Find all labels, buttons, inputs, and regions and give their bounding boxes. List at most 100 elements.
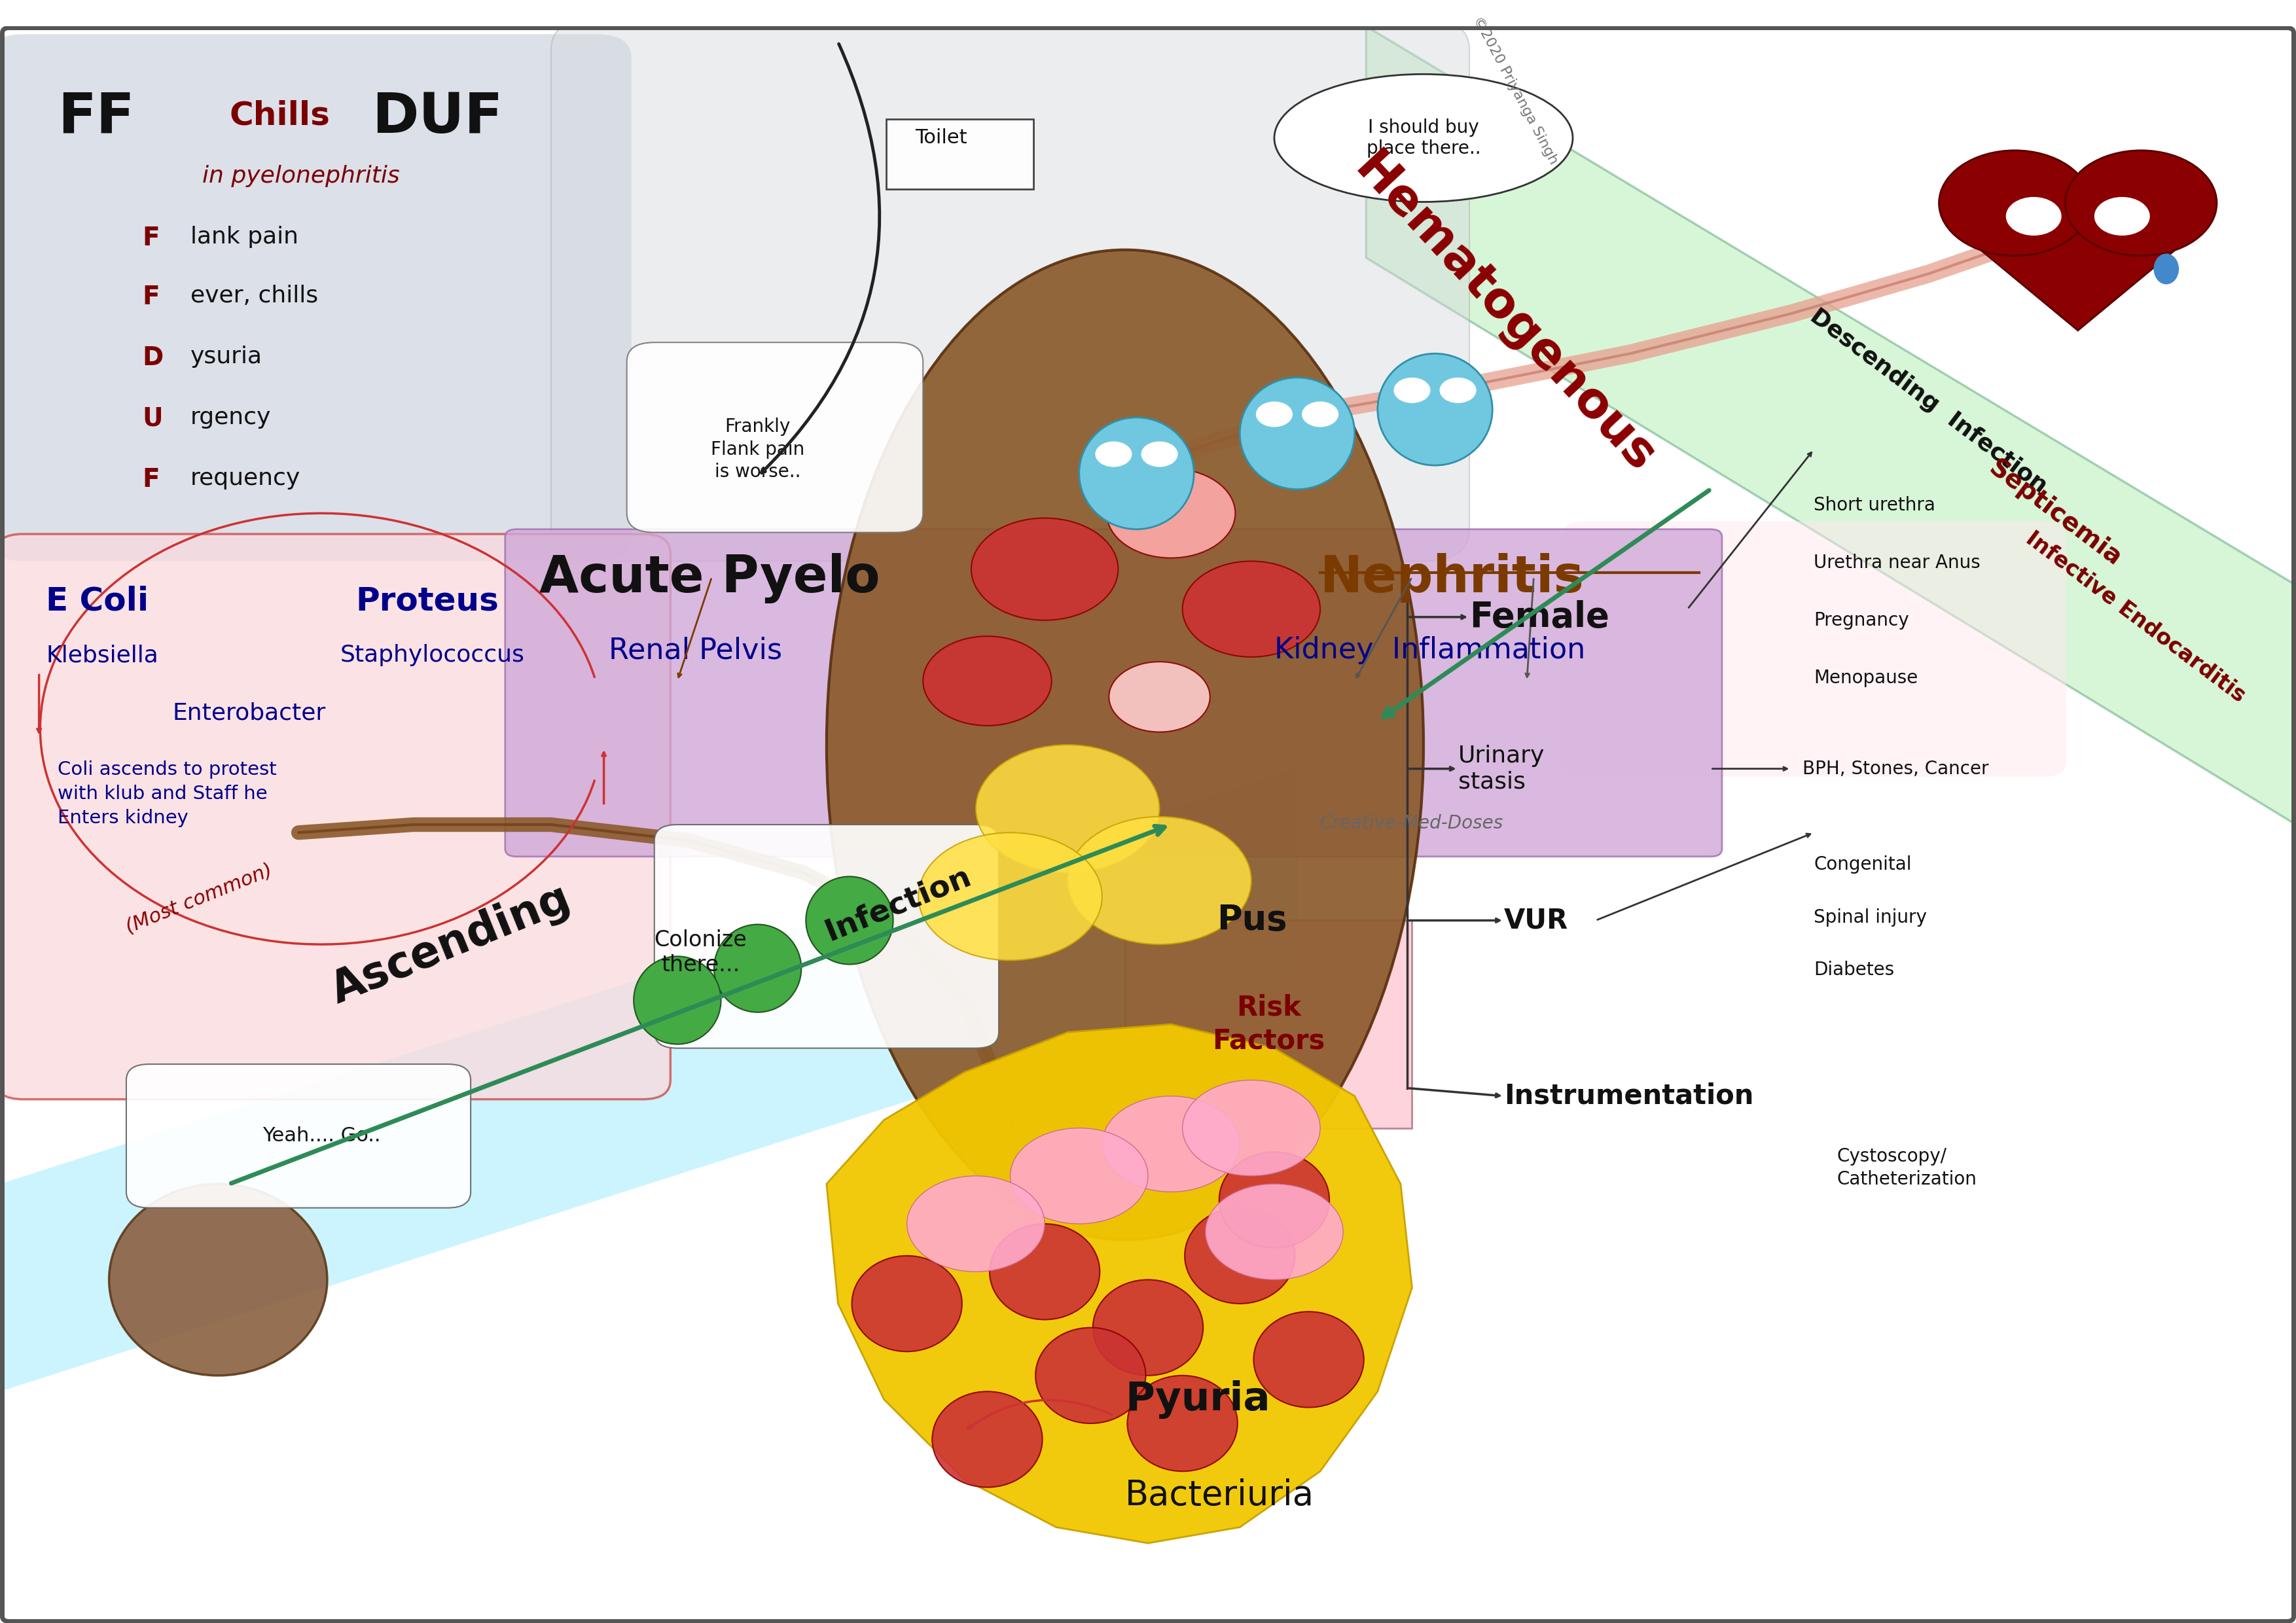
- Text: Diabetes: Diabetes: [1814, 961, 1894, 979]
- Text: Urethra near Anus: Urethra near Anus: [1814, 553, 1981, 571]
- Circle shape: [1256, 401, 1293, 427]
- Text: ever, chills: ever, chills: [191, 286, 319, 307]
- Text: Toilet: Toilet: [916, 128, 967, 148]
- FancyBboxPatch shape: [886, 118, 1033, 190]
- Circle shape: [1068, 816, 1251, 945]
- Text: Bacteriuria: Bacteriuria: [1125, 1479, 1313, 1513]
- Ellipse shape: [108, 1183, 326, 1376]
- Text: BPH, Stones, Cancer: BPH, Stones, Cancer: [1802, 760, 1988, 777]
- Circle shape: [976, 745, 1159, 873]
- Circle shape: [1938, 151, 2092, 256]
- Circle shape: [971, 518, 1118, 620]
- Text: requency: requency: [191, 467, 301, 489]
- Text: Coli ascends to protest
with klub and Staff he
Enters kidney: Coli ascends to protest with klub and St…: [57, 761, 276, 828]
- Circle shape: [1109, 662, 1210, 732]
- Text: Urinary
stasis: Urinary stasis: [1458, 745, 1545, 792]
- Text: Pyuria: Pyuria: [1125, 1380, 1270, 1419]
- Ellipse shape: [1035, 1328, 1146, 1423]
- FancyBboxPatch shape: [654, 824, 999, 1048]
- Circle shape: [1394, 378, 1430, 403]
- Circle shape: [923, 636, 1052, 725]
- Text: Yeah.... Go..: Yeah.... Go..: [262, 1126, 381, 1146]
- Text: Congenital: Congenital: [1814, 855, 1913, 873]
- Text: Kidney  Inflammation: Kidney Inflammation: [1274, 636, 1584, 664]
- Text: (Most common): (Most common): [122, 860, 276, 936]
- Ellipse shape: [1274, 75, 1573, 201]
- Ellipse shape: [1240, 378, 1355, 489]
- Circle shape: [1107, 469, 1235, 558]
- Text: Risk
Factors: Risk Factors: [1212, 993, 1325, 1055]
- Ellipse shape: [1093, 1279, 1203, 1376]
- Text: ysuria: ysuria: [191, 346, 262, 368]
- Text: Chills: Chills: [230, 99, 331, 131]
- Ellipse shape: [1185, 1208, 1295, 1303]
- Text: Pregnancy: Pregnancy: [1814, 612, 1910, 630]
- Ellipse shape: [1127, 1376, 1238, 1472]
- FancyBboxPatch shape: [0, 34, 631, 562]
- Ellipse shape: [1254, 1311, 1364, 1407]
- Polygon shape: [0, 769, 1297, 1391]
- Ellipse shape: [806, 876, 893, 964]
- FancyBboxPatch shape: [551, 18, 1469, 562]
- Circle shape: [1302, 401, 1339, 427]
- Text: Ascending: Ascending: [324, 876, 576, 1013]
- Text: Proteus: Proteus: [356, 586, 498, 617]
- FancyBboxPatch shape: [627, 342, 923, 532]
- Polygon shape: [1366, 26, 2296, 824]
- Text: Colonize
there...: Colonize there...: [654, 928, 746, 975]
- Text: Creative-Med-Doses: Creative-Med-Doses: [1320, 815, 1504, 833]
- Text: Staphylococcus: Staphylococcus: [340, 644, 523, 667]
- Text: I should buy
place there..: I should buy place there..: [1366, 118, 1481, 157]
- Ellipse shape: [634, 956, 721, 1044]
- Text: E Coli: E Coli: [46, 586, 149, 617]
- Text: Cystoscopy/
Catheterization: Cystoscopy/ Catheterization: [1837, 1147, 1977, 1188]
- Text: Acute Pyelo: Acute Pyelo: [540, 553, 879, 604]
- Text: lank pain: lank pain: [191, 226, 298, 248]
- Text: F: F: [142, 467, 161, 492]
- Ellipse shape: [1219, 1152, 1329, 1248]
- Ellipse shape: [1378, 354, 1492, 466]
- Text: Spinal injury: Spinal injury: [1814, 909, 1926, 927]
- Text: Infective Endocarditis: Infective Endocarditis: [2020, 527, 2250, 706]
- Circle shape: [2007, 196, 2062, 235]
- Text: VUR: VUR: [1504, 907, 1568, 935]
- Text: Frankly
Flank pain
is worse..: Frankly Flank pain is worse..: [712, 417, 804, 480]
- FancyBboxPatch shape: [126, 1065, 471, 1208]
- Text: FF: FF: [57, 91, 133, 144]
- FancyBboxPatch shape: [1125, 920, 1412, 1128]
- Ellipse shape: [852, 1256, 962, 1352]
- Text: Septicemia: Septicemia: [1984, 456, 2126, 571]
- Circle shape: [1095, 441, 1132, 467]
- Circle shape: [1141, 441, 1178, 467]
- Polygon shape: [1945, 190, 2211, 331]
- FancyBboxPatch shape: [505, 529, 1722, 857]
- Text: Instrumentation: Instrumentation: [1504, 1083, 1754, 1110]
- Text: Pus: Pus: [1217, 904, 1288, 938]
- Circle shape: [2064, 151, 2216, 256]
- Circle shape: [2094, 196, 2149, 235]
- Text: Enterobacter: Enterobacter: [172, 701, 326, 724]
- Text: F: F: [142, 286, 161, 310]
- Text: in pyelonephritis: in pyelonephritis: [202, 166, 400, 187]
- Text: Menopause: Menopause: [1814, 669, 1917, 687]
- Circle shape: [1102, 1096, 1240, 1191]
- Text: rgency: rgency: [191, 406, 271, 428]
- Circle shape: [1182, 1079, 1320, 1177]
- Text: Descending  Infection: Descending Infection: [1807, 305, 2050, 498]
- Circle shape: [1205, 1183, 1343, 1279]
- Text: F: F: [142, 226, 161, 250]
- Text: Klebsiella: Klebsiella: [46, 644, 158, 667]
- Ellipse shape: [827, 250, 1424, 1240]
- Text: Hematogenous: Hematogenous: [1343, 144, 1665, 482]
- Ellipse shape: [932, 1391, 1042, 1487]
- FancyBboxPatch shape: [0, 534, 670, 1099]
- FancyBboxPatch shape: [1561, 521, 2066, 777]
- Text: U: U: [142, 406, 163, 432]
- Text: Short urethra: Short urethra: [1814, 497, 1936, 514]
- Circle shape: [907, 1177, 1045, 1272]
- Ellipse shape: [714, 925, 801, 1013]
- Text: Nephritis: Nephritis: [1320, 553, 1584, 602]
- Circle shape: [1440, 378, 1476, 403]
- Polygon shape: [827, 1024, 1412, 1543]
- Circle shape: [918, 833, 1102, 961]
